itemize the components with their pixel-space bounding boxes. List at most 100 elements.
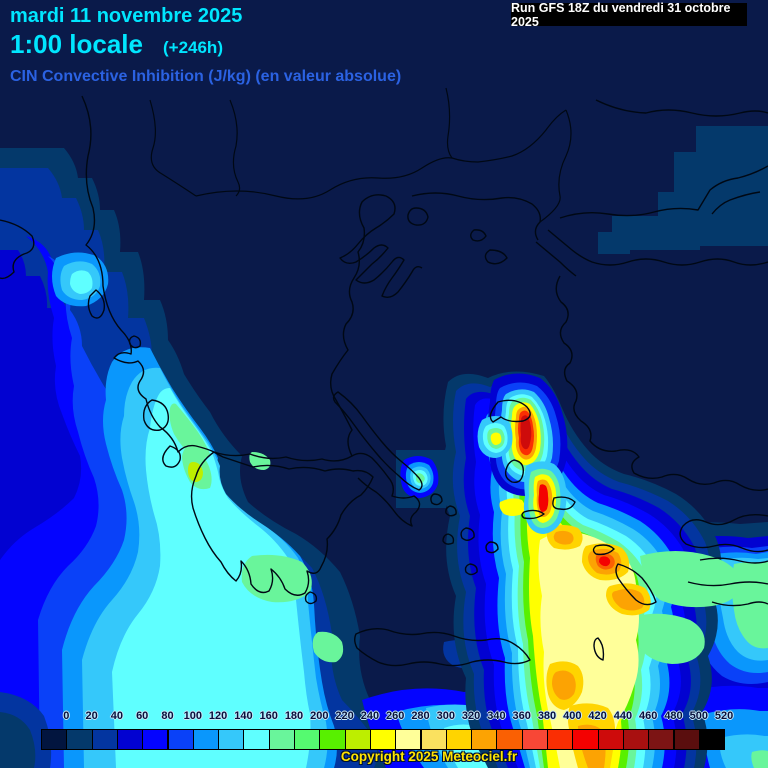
country-border-line	[445, 87, 453, 159]
cin-region-20	[598, 126, 768, 254]
scale-cell	[445, 729, 473, 750]
cin-region-20	[0, 712, 36, 768]
scale-label: 260	[386, 710, 405, 722]
scale-cell	[521, 729, 548, 750]
cin-region-260	[490, 432, 502, 445]
coastline	[407, 207, 576, 520]
country-border-line	[149, 99, 197, 197]
scale-label: 440	[613, 710, 633, 722]
scale-label: 120	[208, 710, 228, 722]
scale-label: 400	[563, 710, 582, 722]
country-border-line	[539, 109, 572, 223]
cin-region-180	[241, 554, 312, 603]
scale-label: 60	[136, 710, 149, 722]
coastline	[679, 513, 768, 607]
scale-cell	[41, 729, 68, 750]
scale-cell	[167, 729, 194, 750]
scale-cell	[547, 729, 574, 750]
scale-cell	[698, 729, 726, 750]
parameter-title: CIN Convective Inhibition (J/kg) (en val…	[10, 68, 402, 85]
local-time-label: 1:00 locale	[10, 29, 143, 59]
coastline	[615, 563, 657, 606]
forecast-offset-label: (+246h)	[162, 38, 223, 57]
scale-cell	[597, 729, 624, 750]
coastline	[535, 99, 768, 277]
cin-region-340	[612, 588, 645, 611]
scale-cell	[91, 729, 118, 750]
scale-label: 360	[512, 710, 531, 722]
scale-cell	[420, 729, 447, 750]
cin-region-420	[538, 484, 549, 512]
coastline	[430, 493, 615, 661]
scale-label: 500	[689, 710, 708, 722]
cin-region-180	[640, 551, 742, 608]
cin-region-160	[70, 270, 93, 294]
coastline	[213, 451, 421, 527]
scale-label: 280	[411, 710, 430, 722]
scale-label: 0	[63, 710, 70, 722]
scale-label: 80	[161, 710, 174, 722]
scale-label: 420	[588, 710, 607, 722]
coastline	[332, 391, 423, 491]
copyright-label: Copyright 2025 Meteociel.fr	[340, 749, 518, 764]
scale-label: 160	[259, 710, 278, 722]
coastline	[87, 289, 318, 605]
scale-cell	[192, 729, 220, 750]
scale-cell	[268, 729, 295, 750]
scale-label: 460	[639, 710, 658, 722]
scale-cell	[218, 729, 245, 750]
scale-cell	[572, 729, 599, 750]
cin-region-440	[520, 415, 532, 450]
coastline	[81, 95, 215, 453]
time-row: 1:00 locale (+246h)	[10, 29, 223, 60]
cin-region-420	[599, 556, 611, 567]
scale-label: 40	[110, 710, 124, 722]
date-label: mardi 11 novembre 2025	[10, 5, 243, 27]
coastline	[411, 192, 542, 241]
country-border-line	[195, 109, 567, 200]
scale-cell	[673, 729, 700, 750]
scale-label: 100	[183, 710, 202, 722]
scale-cell	[395, 729, 422, 750]
scale-label: 140	[234, 710, 253, 722]
model-run-badge: Run GFS 18Z du vendredi 31 octobre 2025	[511, 1, 747, 29]
scale-cell	[648, 729, 675, 750]
cin-region-340	[552, 670, 576, 700]
country-border-line	[229, 99, 241, 197]
scale-cell	[116, 729, 144, 750]
cin-region-180	[416, 473, 425, 484]
scale-label: 320	[461, 710, 481, 722]
cin-region-180	[634, 613, 705, 664]
coastline	[354, 627, 531, 667]
coastline	[190, 451, 374, 596]
cin-region-340	[553, 530, 574, 545]
cin-region-160	[112, 388, 311, 768]
scale-label: 480	[664, 710, 683, 722]
scale-label: 220	[335, 710, 354, 722]
coastline	[329, 194, 387, 457]
scale-cell	[496, 729, 523, 750]
scale-label: 20	[85, 710, 98, 722]
scale-cell	[344, 729, 371, 750]
cin-region-180	[169, 403, 210, 460]
scale-label: 340	[487, 710, 506, 722]
scale-cell	[243, 729, 270, 750]
cin-region-180	[312, 631, 344, 663]
coastline	[0, 219, 35, 280]
scale-cell	[319, 729, 346, 750]
scale-cell	[142, 729, 169, 750]
scale-cell	[294, 729, 321, 750]
scale-label: 380	[537, 710, 557, 722]
scale-label: 200	[310, 710, 329, 722]
scale-cell	[622, 729, 650, 750]
scale-label: 180	[284, 710, 304, 722]
scale-label: 520	[714, 710, 734, 722]
coastline	[339, 195, 423, 299]
scale-label: 240	[360, 710, 380, 722]
coastline	[555, 275, 768, 492]
cin-region-180	[751, 750, 768, 768]
scale-label: 300	[436, 710, 455, 722]
scale-cell	[471, 729, 498, 750]
